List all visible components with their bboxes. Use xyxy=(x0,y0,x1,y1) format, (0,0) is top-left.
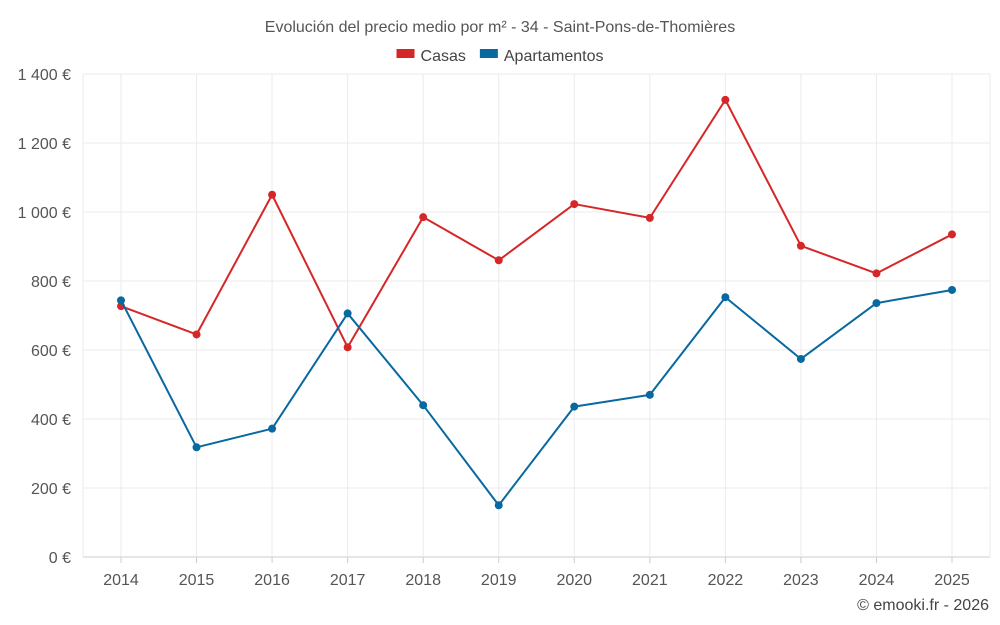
data-point-apartamentos[interactable] xyxy=(117,296,125,305)
data-point-casas[interactable] xyxy=(645,213,654,222)
legend-label-apartamentos: Apartamentos xyxy=(504,48,604,65)
y-tick-label: 200 € xyxy=(31,481,71,498)
legend-swatch-casas xyxy=(396,49,415,58)
x-tick-label: 2020 xyxy=(556,572,592,589)
data-point-apartamentos[interactable] xyxy=(419,401,428,410)
data-point-casas[interactable] xyxy=(192,330,201,339)
data-point-casas[interactable] xyxy=(872,269,881,278)
data-point-casas[interactable] xyxy=(419,213,428,222)
x-tick-label: 2015 xyxy=(179,572,215,589)
data-point-apartamentos[interactable] xyxy=(343,309,352,318)
legend-swatch-apartamentos xyxy=(479,49,498,58)
x-tick-label: 2022 xyxy=(708,572,744,589)
y-tick-label: 400 € xyxy=(31,412,71,429)
legend: Casas Apartamentos xyxy=(396,48,604,65)
x-tick-label: 2019 xyxy=(481,572,517,589)
x-axis: 2014 2015 2016 2017 2018 2019 2020 2021 2022 2023… xyxy=(103,557,970,589)
x-tick-label: 2017 xyxy=(330,572,366,589)
x-tick-label: 2016 xyxy=(254,572,290,589)
x-tick-label: 2024 xyxy=(859,572,895,589)
data-point-casas[interactable] xyxy=(796,241,805,250)
x-tick-label: 2018 xyxy=(405,572,441,589)
data-point-casas[interactable] xyxy=(948,230,956,239)
data-point-casas[interactable] xyxy=(268,190,277,199)
grid xyxy=(82,73,991,558)
x-tick-label: 2014 xyxy=(103,572,139,589)
data-point-casas[interactable] xyxy=(570,200,579,209)
y-axis: 0 € 200 € 400 € 600 € 800 € 1 000 € 1 200 € 1 4… xyxy=(18,67,71,567)
data-point-apartamentos[interactable] xyxy=(268,424,277,433)
data-point-casas[interactable] xyxy=(494,256,503,265)
data-point-apartamentos[interactable] xyxy=(645,390,654,399)
chart-title: Evolución del precio medio por m² - 34 -… xyxy=(265,19,735,36)
y-tick-label: 600 € xyxy=(31,343,71,360)
data-point-apartamentos[interactable] xyxy=(872,299,881,308)
credit-text: © emooki.fr - 2026 xyxy=(857,597,989,614)
data-point-apartamentos[interactable] xyxy=(494,501,503,510)
x-tick-label: 2021 xyxy=(632,572,668,589)
y-tick-label: 0 € xyxy=(49,550,71,567)
data-point-casas[interactable] xyxy=(721,95,730,104)
x-tick-label: 2023 xyxy=(783,572,819,589)
series-line-apartamentos xyxy=(120,288,953,507)
data-point-apartamentos[interactable] xyxy=(192,443,201,452)
series-layer xyxy=(117,95,956,510)
y-tick-label: 1 400 € xyxy=(18,67,71,84)
y-tick-label: 1 000 € xyxy=(18,205,71,222)
data-point-apartamentos[interactable] xyxy=(570,402,579,411)
y-tick-label: 1 200 € xyxy=(18,136,71,153)
series-line-casas xyxy=(120,98,953,349)
x-tick-label: 2025 xyxy=(934,572,970,589)
y-tick-label: 800 € xyxy=(31,274,71,291)
data-point-apartamentos[interactable] xyxy=(948,285,956,294)
data-point-casas[interactable] xyxy=(343,343,352,352)
data-point-apartamentos[interactable] xyxy=(796,354,805,363)
legend-label-casas: Casas xyxy=(421,48,466,65)
data-point-apartamentos[interactable] xyxy=(721,293,730,302)
